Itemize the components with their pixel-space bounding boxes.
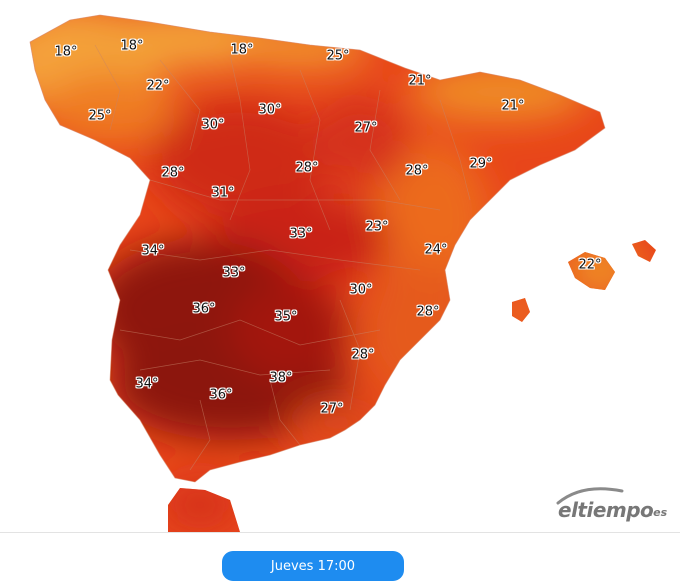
temperature-label-ourense: 22° — [146, 78, 170, 94]
temperature-label-navarra: 25° — [326, 48, 350, 64]
temperature-label-murcia: 28° — [351, 347, 375, 363]
temperature-label-sevilla: 36° — [209, 387, 233, 403]
eltiempo-logo: eltiempo .es — [552, 485, 672, 525]
footer-divider — [0, 532, 680, 533]
temperature-label-badajoz-north: 34° — [141, 243, 165, 259]
spain-heat-map — [29, 14, 656, 532]
temperature-label-almeria: 27° — [320, 401, 344, 417]
temperature-label-asturias: 18° — [230, 42, 254, 58]
forecast-time-button[interactable]: Jueves 17:00 — [222, 551, 404, 581]
swoosh-icon — [556, 487, 624, 505]
temperature-label-huesca: 21° — [408, 73, 432, 89]
temperature-label-ciudad-real: 35° — [274, 309, 298, 325]
temperature-label-albacete: 30° — [349, 282, 373, 298]
temperature-label-cuenca: 23° — [365, 219, 389, 235]
brand-tld: .es — [649, 506, 668, 519]
temperature-label-huelva: 34° — [135, 376, 159, 392]
temperature-label-avila: 31° — [211, 185, 235, 201]
temperature-label-coruna: 18° — [54, 44, 78, 60]
temperature-label-alicante: 28° — [416, 304, 440, 320]
temperature-label-burgos: 30° — [258, 102, 282, 118]
temperature-label-tarragona: 29° — [469, 156, 493, 172]
temperature-label-jaen: 38° — [269, 370, 293, 386]
temperature-label-segovia: 28° — [295, 160, 319, 176]
temperature-label-lugo: 18° — [120, 38, 144, 54]
temperature-label-zaragoza: 27° — [354, 120, 378, 136]
temperature-label-girona: 21° — [501, 98, 525, 114]
temperature-label-castellon: 24° — [424, 242, 448, 258]
temperature-label-toledo: 33° — [289, 226, 313, 242]
temperature-label-badajoz: 36° — [192, 301, 216, 317]
temperature-label-valladolid: 30° — [201, 117, 225, 133]
temperature-label-salamanca: 28° — [161, 165, 185, 181]
temperature-label-vigo: 25° — [88, 108, 112, 124]
temperature-map: 18° 18° 18° 25° 22° 21° 21° 25° 30° 30° 27° 28° 28° 2… — [29, 14, 672, 532]
temperature-label-teruel: 28° — [405, 163, 429, 179]
brand-name: eltiempo — [558, 498, 654, 522]
temperature-label-ciudad-real-west: 33° — [222, 265, 246, 281]
temperature-label-mallorca: 22° — [578, 257, 602, 273]
